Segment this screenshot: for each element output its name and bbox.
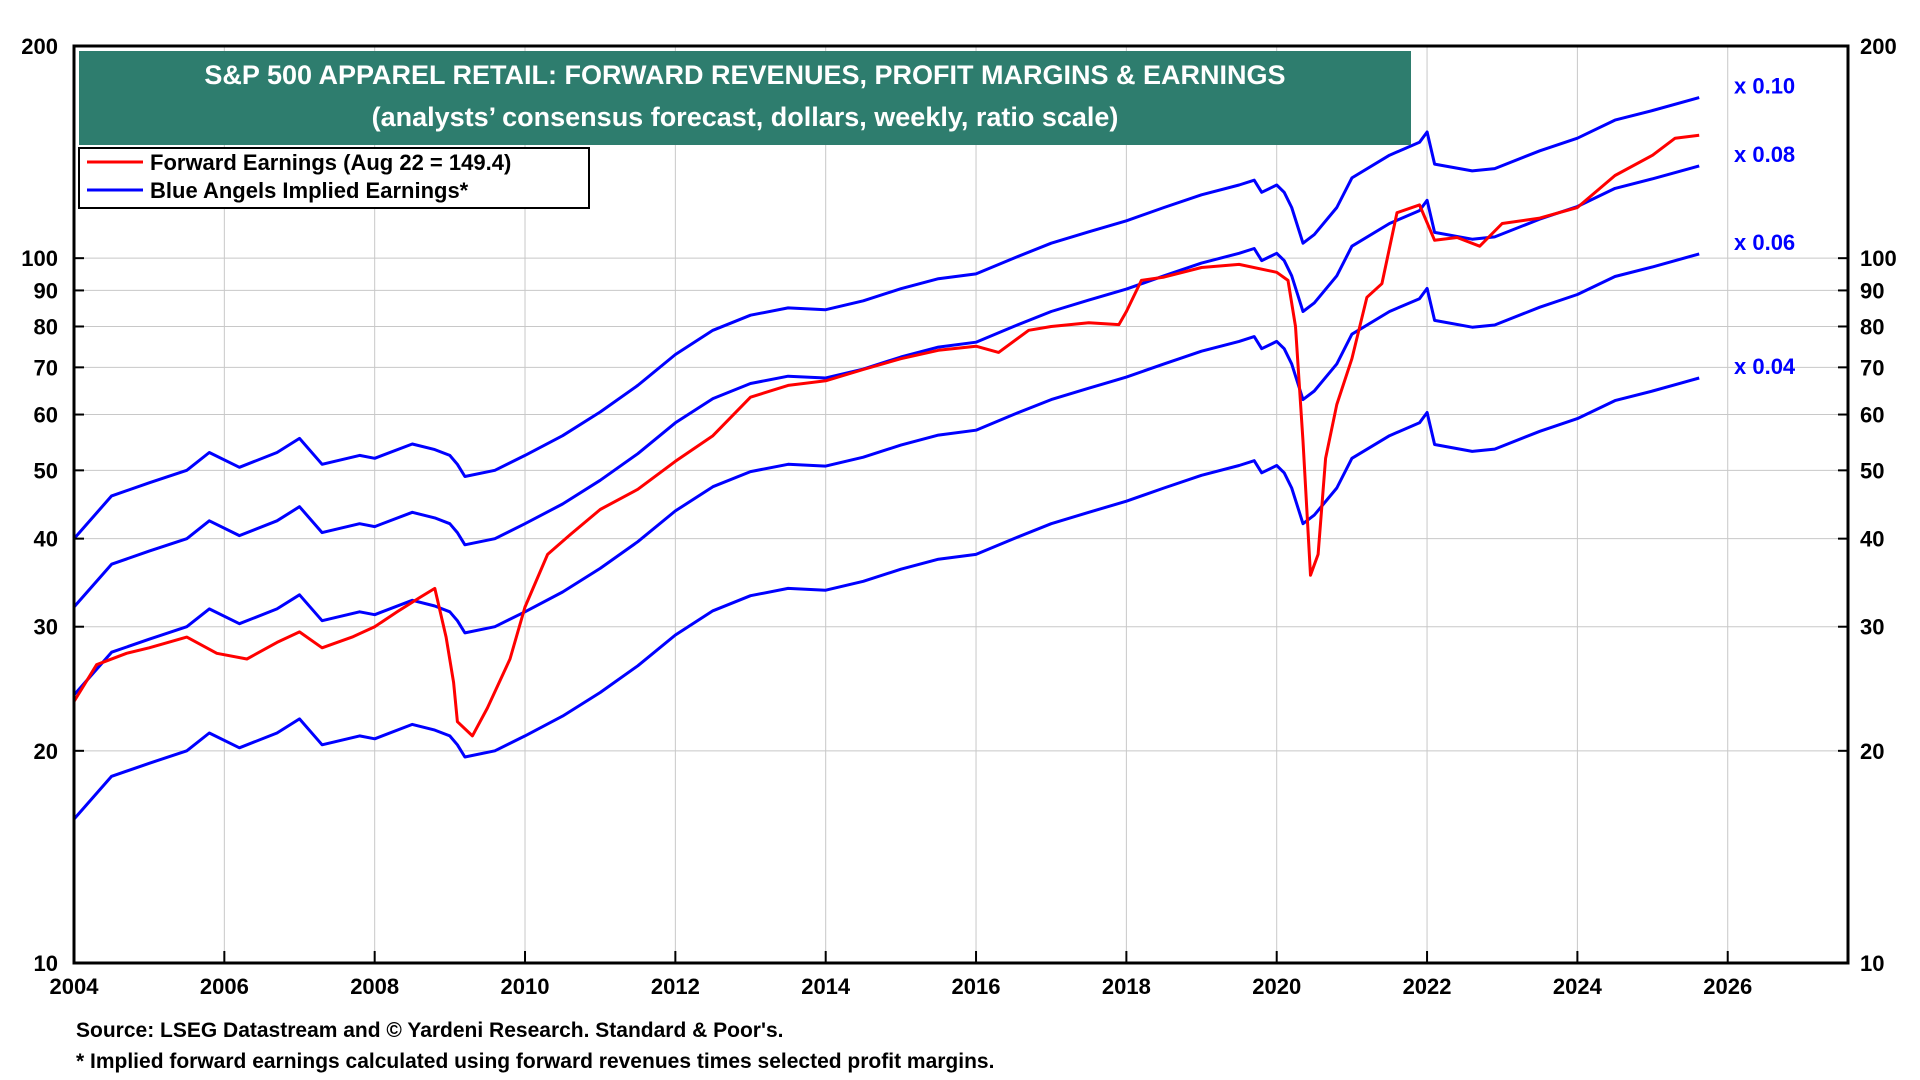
x-tick-label: 2014 <box>801 974 851 999</box>
legend: Forward Earnings (Aug 22 = 149.4) Blue A… <box>78 147 590 209</box>
y-tick-label-left: 60 <box>34 403 58 428</box>
y-tick-label-left: 200 <box>21 34 58 59</box>
y-tick-label-right: 30 <box>1860 615 1884 640</box>
margin-label-0-1: x 0.10 <box>1734 74 1795 99</box>
chart-subtitle: (analysts’ consensus forecast, dollars, … <box>372 102 1119 132</box>
y-tick-label-right: 70 <box>1860 355 1884 380</box>
legend-label-forward-earnings: Forward Earnings (Aug 22 = 149.4) <box>150 150 511 175</box>
y-tick-label-right: 20 <box>1860 739 1884 764</box>
y-tick-label-right: 200 <box>1860 34 1897 59</box>
x-tick-label: 2004 <box>50 974 100 999</box>
x-tick-label: 2026 <box>1703 974 1752 999</box>
x-tick-label: 2008 <box>350 974 399 999</box>
title-box: S&P 500 APPAREL RETAIL: FORWARD REVENUES… <box>79 51 1411 145</box>
margin-label-0-08: x 0.08 <box>1734 142 1795 167</box>
forward-earnings-line <box>72 133 1700 738</box>
x-tick-label: 2010 <box>501 974 550 999</box>
y-tick-label-right: 40 <box>1860 527 1884 552</box>
y-tick-label-right: 10 <box>1860 951 1884 976</box>
y-tick-label-left: 10 <box>34 951 58 976</box>
implied-earnings-line-0-06 <box>72 252 1700 696</box>
x-tick-label: 2020 <box>1252 974 1301 999</box>
implied-earnings-line-0-04 <box>72 376 1700 821</box>
x-tick-label: 2018 <box>1102 974 1151 999</box>
x-tick-label: 2012 <box>651 974 700 999</box>
margin-label-0-06: x 0.06 <box>1734 230 1795 255</box>
x-tick-label: 2022 <box>1403 974 1452 999</box>
x-axis: 2004 2006 2008 2010 2012 2014 2016 2018 2020 2022… <box>50 951 1752 999</box>
footnote: * Implied forward earnings calculated us… <box>76 1050 994 1073</box>
margin-label-0-04: x 0.04 <box>1734 354 1796 379</box>
y-tick-label-left: 20 <box>34 739 58 764</box>
y-tick-label-left: 50 <box>34 458 58 483</box>
y-tick-label-left: 70 <box>34 355 58 380</box>
x-tick-label: 2024 <box>1553 974 1603 999</box>
y-tick-label-right: 50 <box>1860 458 1884 483</box>
y-tick-label-right: 60 <box>1860 403 1884 428</box>
chart-title: S&P 500 APPAREL RETAIL: FORWARD REVENUES… <box>204 60 1285 90</box>
legend-label-implied-earnings: Blue Angels Implied Earnings* <box>150 178 469 203</box>
y-tick-label-left: 90 <box>34 278 58 303</box>
y-tick-label-right: 100 <box>1860 246 1897 271</box>
y-tick-label-right: 90 <box>1860 278 1884 303</box>
x-tick-label: 2006 <box>200 974 249 999</box>
x-tick-label: 2016 <box>952 974 1001 999</box>
implied-earnings-series <box>72 96 1700 821</box>
forward-earnings-series <box>72 133 1700 738</box>
margin-multiplier-labels: x 0.10 x 0.08 x 0.06 x 0.04 <box>1734 74 1796 379</box>
y-tick-label-left: 30 <box>34 615 58 640</box>
implied-earnings-line-0-08 <box>72 164 1700 608</box>
y-tick-label-left: 40 <box>34 527 58 552</box>
plot-frame <box>72 44 1850 965</box>
implied-earnings-line-0-1 <box>72 96 1700 540</box>
y-tick-label-left: 100 <box>21 246 58 271</box>
y-axis-right: 200 100 90 80 70 60 50 40 30 20 10 <box>1838 34 1897 976</box>
y-tick-label-left: 80 <box>34 314 58 339</box>
source-note: Source: LSEG Datastream and © Yardeni Re… <box>76 1019 783 1042</box>
y-tick-label-right: 80 <box>1860 314 1884 339</box>
y-axis-left: 200 100 90 80 70 60 50 40 30 20 10 <box>21 34 84 976</box>
